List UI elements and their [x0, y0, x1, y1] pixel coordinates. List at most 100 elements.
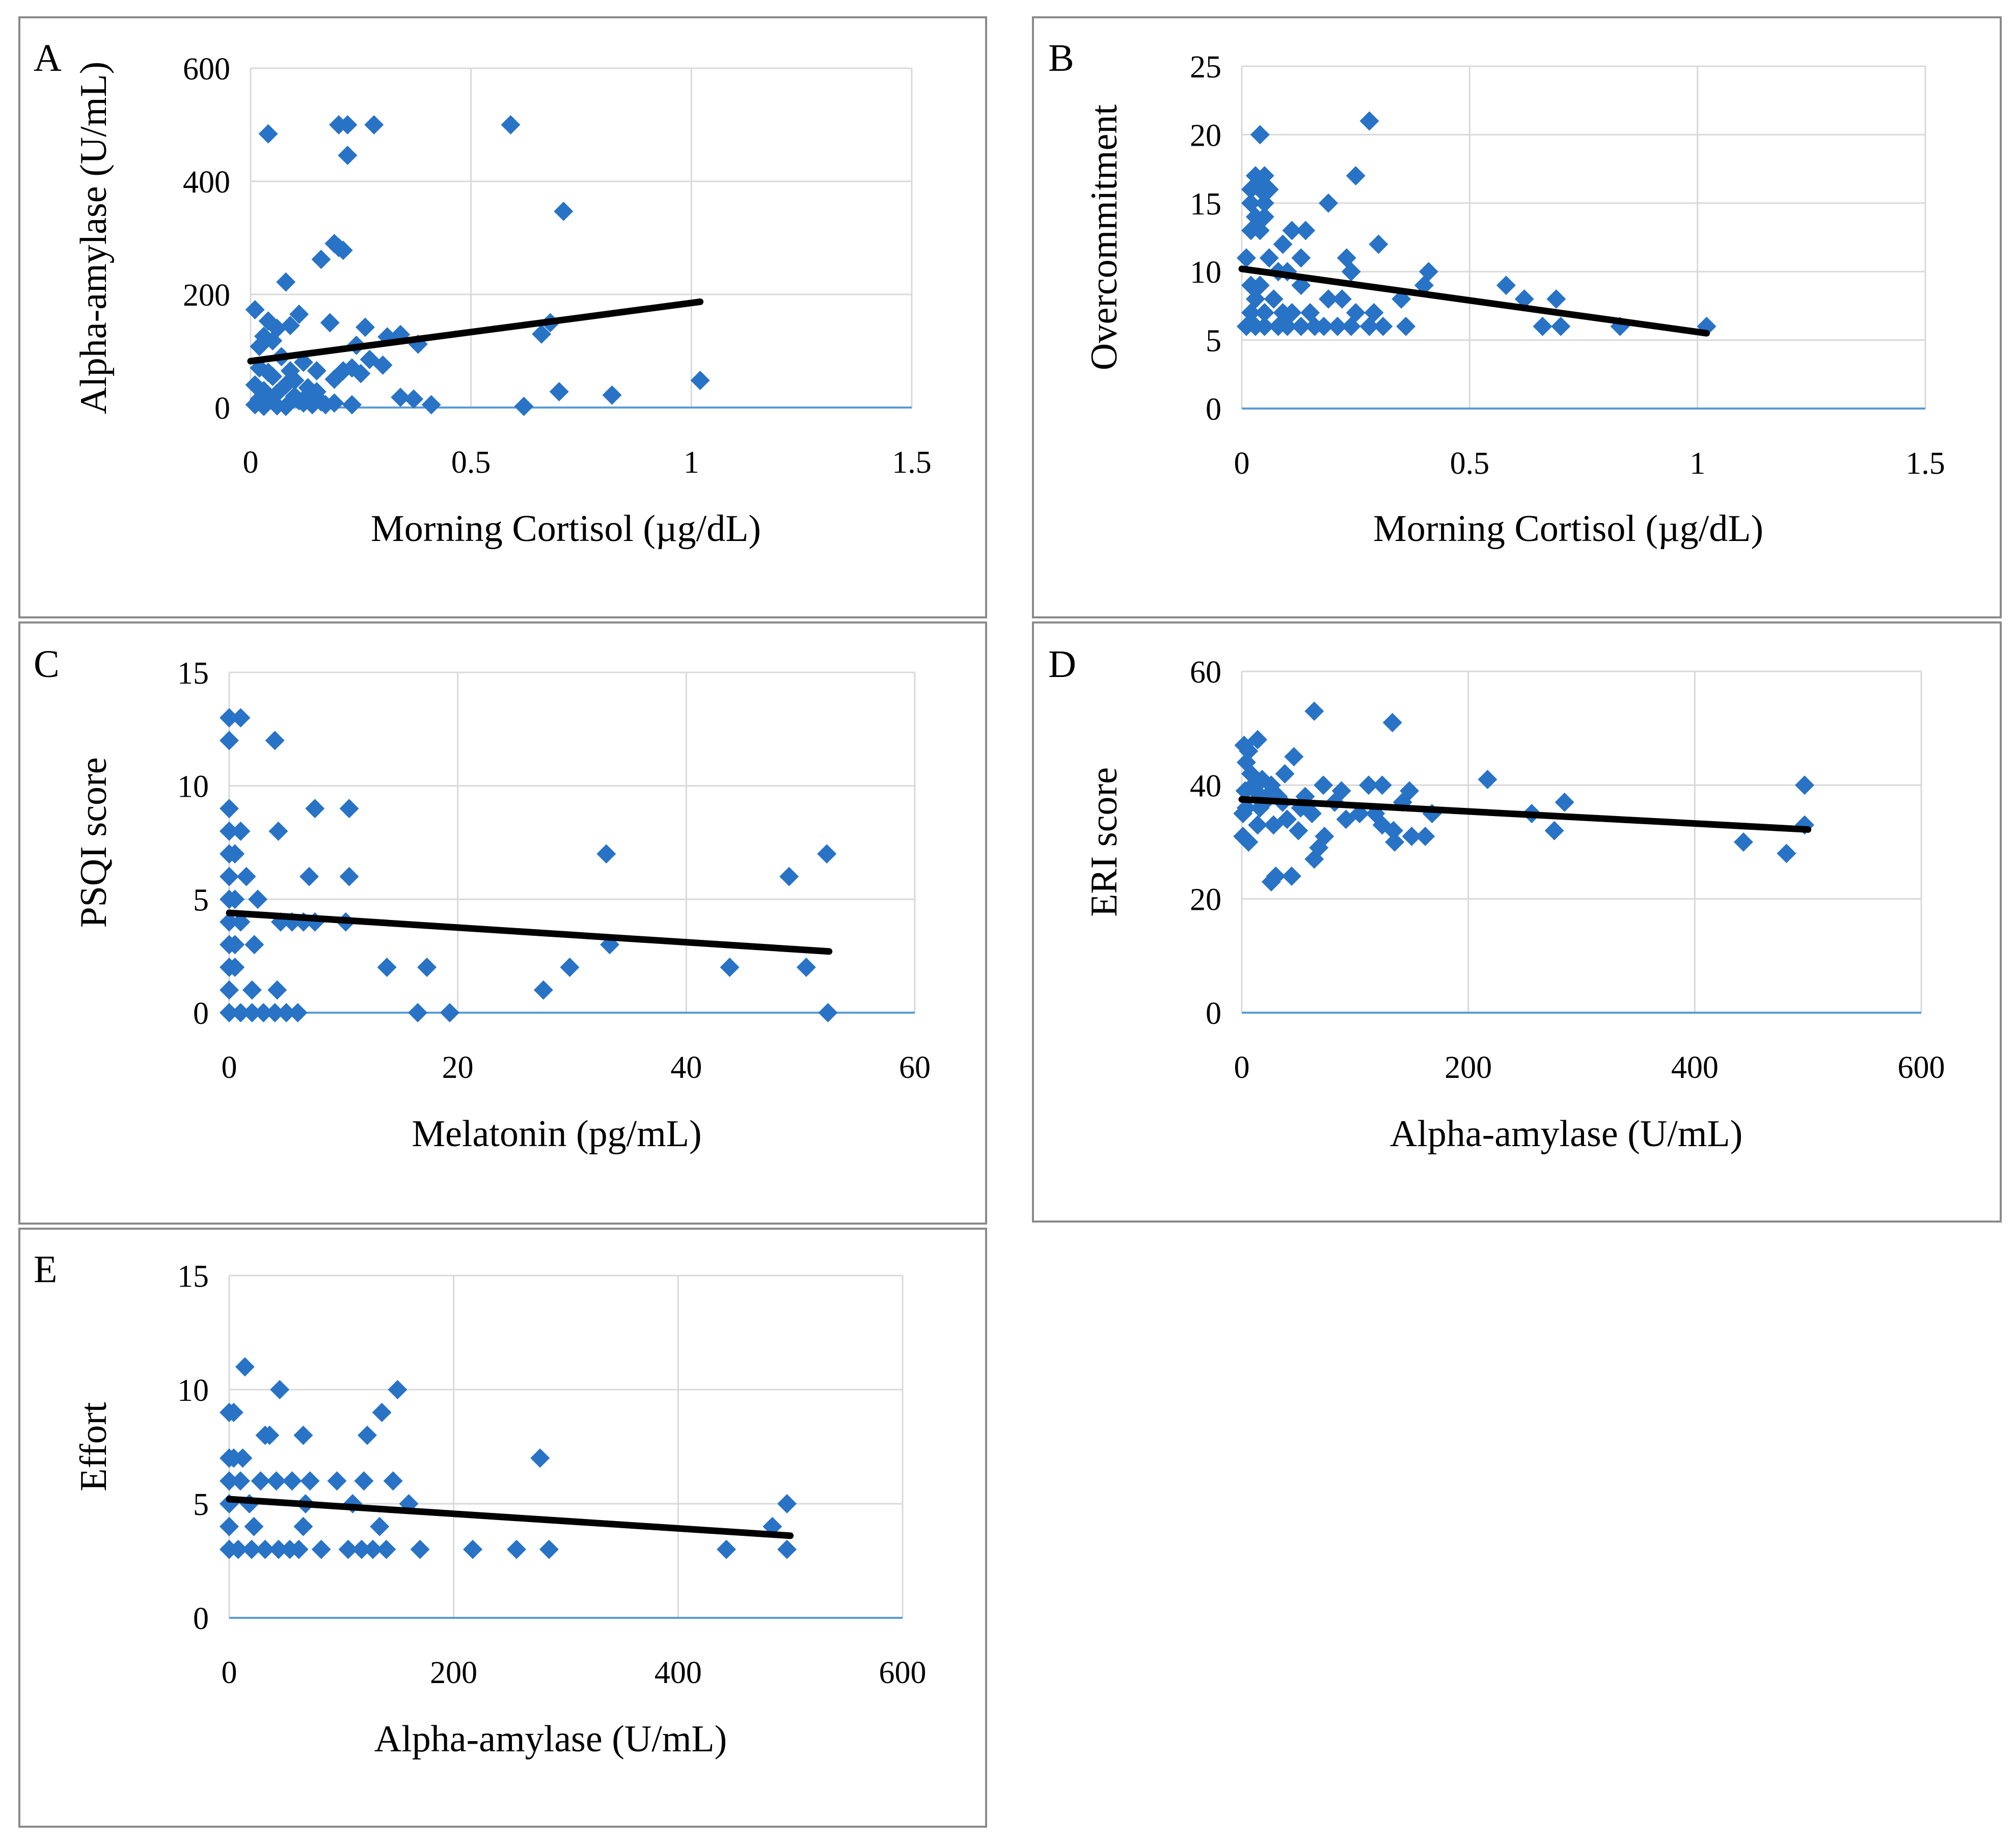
- data-point: [1273, 234, 1293, 254]
- y-tick-label: 5: [1206, 324, 1221, 359]
- data-point: [463, 1539, 483, 1559]
- data-point: [339, 866, 359, 886]
- trendline: [247, 298, 704, 365]
- x-tick-label: 0.5: [1450, 446, 1490, 481]
- data-point: [779, 866, 799, 886]
- data-point: [1369, 234, 1388, 254]
- data-point: [532, 324, 552, 344]
- data-point: [224, 1402, 243, 1422]
- data-point: [1402, 826, 1422, 846]
- data-point: [242, 1539, 262, 1559]
- data-point: [1264, 289, 1284, 309]
- data-point: [1318, 289, 1338, 309]
- data-point: [307, 382, 326, 401]
- trendline: [1238, 796, 1812, 833]
- x-tick-label: 40: [670, 1050, 702, 1085]
- data-point: [339, 799, 359, 819]
- y-tick-label: 200: [183, 278, 230, 313]
- data-point: [1336, 809, 1356, 829]
- data-point: [1248, 815, 1268, 835]
- data-point: [280, 316, 300, 336]
- data-point: [338, 1539, 358, 1559]
- x-axis-title: Alpha-amylase (U/mL): [1390, 1113, 1743, 1155]
- data-point: [1555, 792, 1574, 812]
- x-axis-title: Melatonin (pg/mL): [412, 1113, 701, 1155]
- data-point: [258, 124, 278, 144]
- panel-letter-a: A: [34, 37, 62, 79]
- data-point: [1341, 316, 1361, 336]
- data-point: [333, 240, 353, 260]
- panel-letter-d: D: [1048, 643, 1076, 686]
- data-point: [289, 304, 309, 324]
- x-tick-label: 0: [222, 1656, 237, 1690]
- data-point: [1291, 316, 1311, 336]
- data-point: [311, 250, 331, 269]
- data-point: [220, 730, 239, 750]
- data-point: [1277, 316, 1297, 336]
- data-point: [254, 1003, 274, 1022]
- data-point: [1382, 713, 1402, 733]
- y-tick-label: 20: [1190, 118, 1221, 153]
- data-point: [220, 1516, 239, 1536]
- data-point: [1332, 289, 1352, 309]
- data-point: [364, 115, 384, 134]
- data-point: [342, 358, 362, 378]
- y-tick-label: 400: [183, 165, 230, 200]
- data-point: [225, 957, 245, 977]
- data-point: [690, 370, 710, 390]
- data-point: [1296, 221, 1316, 240]
- data-point: [530, 1448, 550, 1468]
- data-point: [421, 395, 441, 415]
- data-point: [1359, 111, 1379, 131]
- x-tick-label: 0: [1234, 1050, 1250, 1085]
- data-point: [596, 844, 616, 864]
- data-point: [1275, 764, 1295, 783]
- y-axis-title: Effort: [73, 1402, 115, 1492]
- chart-e: 0 5 10 15 0 200 400 600 Alpha-amylase (U/mL) Effo…: [73, 1259, 927, 1760]
- data-point: [1241, 764, 1261, 783]
- data-point: [1327, 316, 1347, 336]
- data-point: [404, 389, 424, 409]
- y-tick-label: 10: [177, 770, 209, 804]
- data-point: [245, 300, 265, 319]
- x-tick-label: 400: [1671, 1050, 1719, 1085]
- x-tick-label: 200: [430, 1656, 477, 1690]
- x-tick-label: 60: [899, 1050, 931, 1085]
- data-point: [1255, 316, 1274, 336]
- data-point: [1496, 276, 1516, 295]
- data-point: [408, 1003, 428, 1022]
- y-tick-label: 15: [177, 656, 209, 691]
- panel-letter-c: C: [34, 643, 60, 686]
- data-point: [1794, 775, 1814, 795]
- y-tick-label: 0: [1206, 392, 1221, 427]
- data-point: [1304, 701, 1324, 721]
- data-point: [258, 363, 278, 383]
- data-point: [1289, 821, 1309, 841]
- data-point: [377, 957, 397, 977]
- data-point: [440, 1003, 459, 1022]
- x-tick-label: 200: [1445, 1050, 1492, 1085]
- y-tick-label: 600: [183, 52, 230, 87]
- y-tick-label: 0: [214, 391, 230, 426]
- data-point: [225, 935, 245, 955]
- data-point: [1255, 193, 1274, 213]
- data-point: [1259, 248, 1279, 268]
- trendline: [1238, 265, 1710, 337]
- data-point: [327, 1471, 347, 1491]
- x-tick-label: 1.5: [892, 445, 932, 480]
- data-point: [1264, 815, 1284, 835]
- data-point: [305, 799, 325, 819]
- data-point: [1341, 262, 1361, 282]
- data-point: [220, 912, 239, 932]
- data-point: [539, 1539, 559, 1559]
- data-point: [796, 957, 816, 977]
- data-point: [289, 1539, 309, 1559]
- data-point: [231, 1471, 251, 1491]
- data-point: [225, 844, 245, 864]
- data-point: [717, 1539, 737, 1559]
- data-point: [267, 980, 287, 1000]
- data-point: [276, 396, 296, 416]
- x-tick-label: 20: [442, 1050, 474, 1085]
- data-point: [1255, 303, 1274, 322]
- x-tick-label: 1.5: [1905, 446, 1945, 481]
